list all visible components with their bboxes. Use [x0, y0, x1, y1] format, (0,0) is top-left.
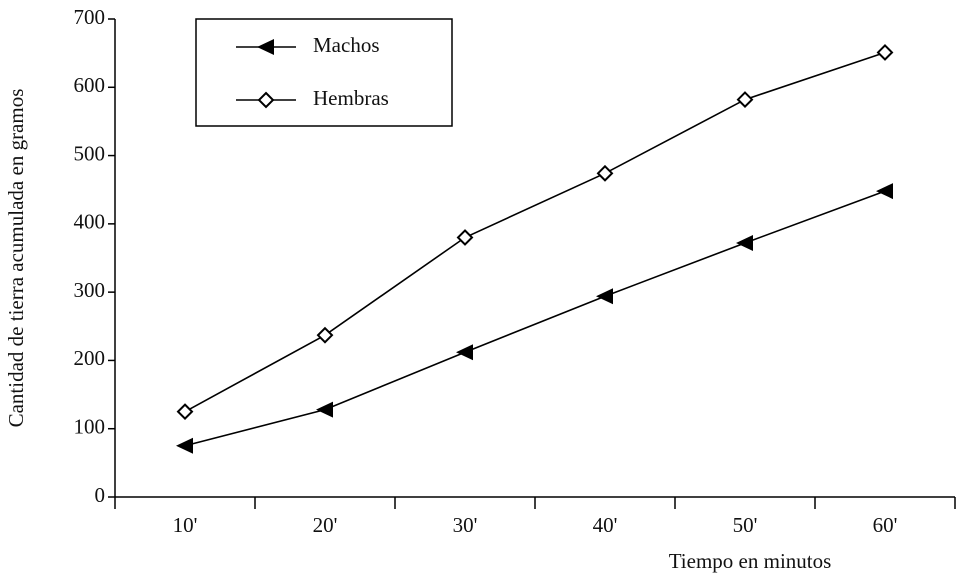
series-line	[184, 51, 886, 413]
x-tick-label: 60'	[873, 513, 898, 537]
legend-label: Machos	[313, 33, 380, 57]
marker	[176, 437, 193, 454]
marker	[876, 183, 893, 200]
y-tick-label: 400	[74, 210, 106, 234]
x-tick-label: 40'	[593, 513, 618, 537]
series-line	[184, 190, 886, 447]
marker	[596, 164, 614, 182]
marker	[596, 288, 613, 305]
y-tick-label: 500	[74, 141, 106, 165]
marker	[876, 44, 894, 61]
marker	[316, 401, 333, 418]
x-tick-label: 20'	[313, 513, 338, 537]
y-tick-label: 0	[95, 483, 106, 507]
x-axis-label: Tiempo en minutos	[669, 549, 832, 573]
marker	[456, 344, 473, 361]
y-tick-label: 600	[74, 73, 106, 97]
marker	[736, 234, 753, 251]
legend-box	[195, 18, 453, 127]
y-tick-label: 700	[74, 5, 106, 29]
legend-label: Hembras	[313, 86, 389, 110]
marker	[176, 403, 194, 421]
legend-marker	[257, 91, 275, 109]
x-tick-label: 50'	[733, 513, 758, 537]
x-tick-label: 30'	[453, 513, 478, 537]
y-tick-label: 100	[74, 415, 106, 439]
marker	[456, 229, 474, 246]
marker	[316, 326, 334, 344]
y-axis-label: Cantidad de tierra acumulada en gramos	[4, 89, 28, 428]
y-tick-label: 300	[74, 278, 106, 302]
marker	[736, 91, 754, 108]
x-tick-label: 10'	[173, 513, 198, 537]
y-tick-label: 200	[74, 346, 106, 370]
legend-marker	[257, 39, 274, 55]
